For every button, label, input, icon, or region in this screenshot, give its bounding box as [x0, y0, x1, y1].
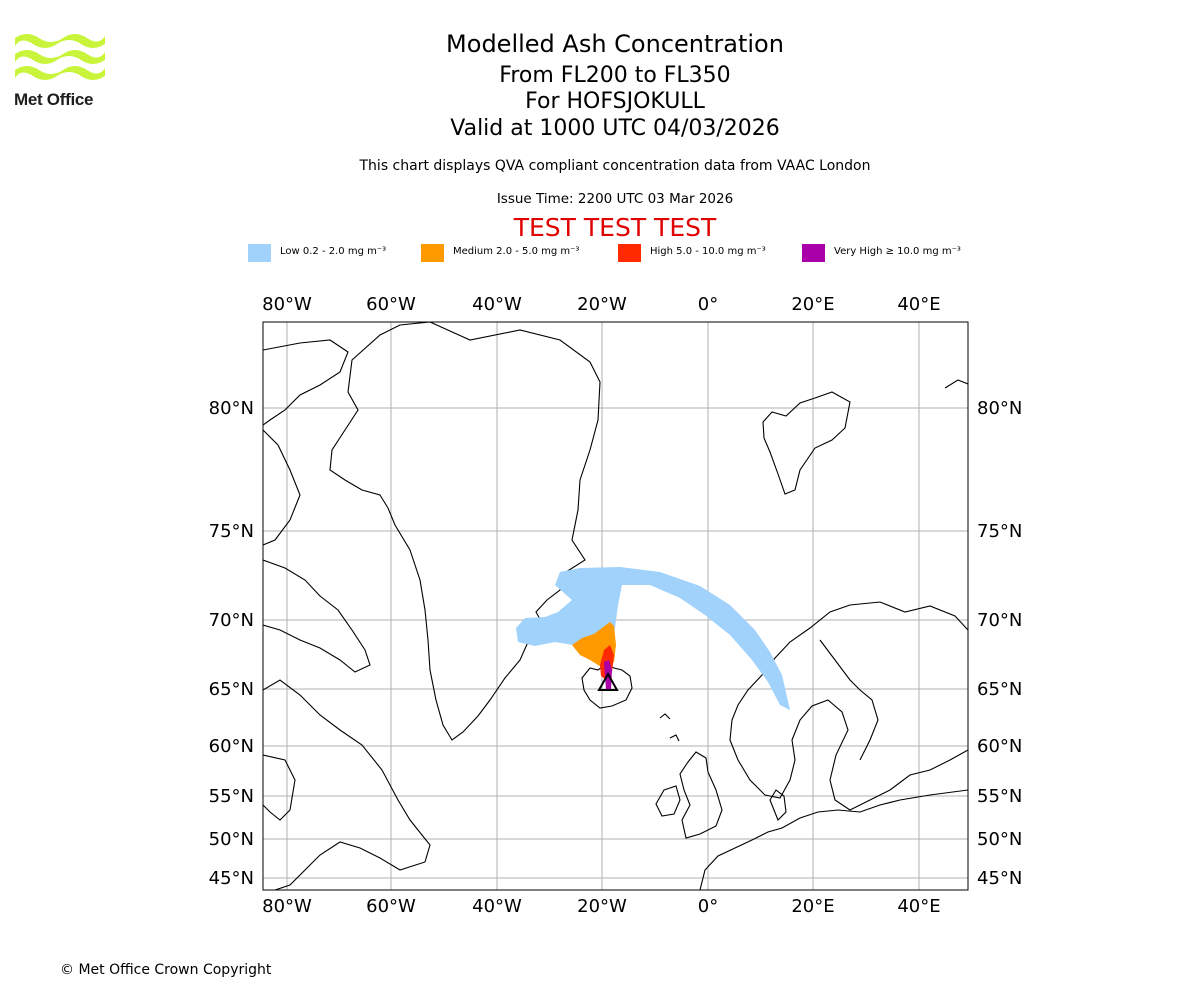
- legend-label-very-high: Very High ≥ 10.0 mg m⁻³: [834, 246, 961, 257]
- volcano-marker-icon: [597, 671, 619, 691]
- lon-labels-top: 80°W 60°W 40°W 20°W 0° 20°E 40°E: [262, 294, 940, 315]
- coastline-denmark: [769, 789, 787, 821]
- lat-label-left: 55°N: [209, 786, 254, 807]
- lat-label-right: 50°N: [977, 829, 1022, 850]
- legend-label-medium: Medium 2.0 - 5.0 mg m⁻³: [453, 246, 580, 257]
- issue-time: Issue Time: 2200 UTC 03 Mar 2026: [496, 191, 734, 207]
- lon-label-top: 60°W: [366, 294, 416, 315]
- met-office-logo: Met Office: [14, 30, 110, 112]
- lon-label-top: 80°W: [262, 294, 312, 315]
- lon-labels-bottom: 80°W 60°W 40°W 20°W 0° 20°E 40°E: [262, 896, 940, 917]
- lon-label-bottom: 40°E: [897, 896, 940, 917]
- flight-level-range: From FL200 to FL350: [499, 63, 731, 88]
- coastline-greenland: [329, 322, 601, 741]
- coastlines: [263, 322, 968, 890]
- coastline-norway: [729, 601, 968, 811]
- coastline-baffin-island: [263, 559, 371, 673]
- lat-label-right: 60°N: [977, 736, 1022, 757]
- ash-areas: [516, 567, 790, 710]
- lat-labels-left: 80°N 75°N 70°N 65°N 60°N 55°N 50°N 45°N: [209, 398, 254, 889]
- coastline-svalbard: [762, 391, 851, 495]
- coastline-great-britain: [679, 751, 723, 839]
- coastline-jan-mayen: [659, 713, 671, 720]
- lon-label-bottom: 40°W: [472, 896, 522, 917]
- lat-label-right: 45°N: [977, 868, 1022, 889]
- lon-label-bottom: 20°W: [577, 896, 627, 917]
- lat-label-left: 80°N: [209, 398, 254, 419]
- lon-label-top: 20°E: [791, 294, 834, 315]
- lat-label-right: 75°N: [977, 521, 1022, 542]
- coastline-ireland: [655, 785, 681, 817]
- lon-label-bottom: 60°W: [366, 896, 416, 917]
- lat-label-left: 50°N: [209, 829, 254, 850]
- lon-label-bottom: 0°: [698, 896, 718, 917]
- lat-label-right: 65°N: [977, 679, 1022, 700]
- coastline-canadian-arctic: [263, 429, 301, 546]
- coastline-iceland: [581, 663, 633, 709]
- valid-time: Valid at 1000 UTC 04/03/2026: [450, 116, 780, 141]
- coastline-franz-josef: [944, 379, 968, 389]
- compliance-note: This chart displays QVA compliant concen…: [359, 158, 871, 174]
- lon-label-top: 40°E: [897, 294, 940, 315]
- lon-label-top: 0°: [698, 294, 718, 315]
- coastline-gulf-of-bothnia: [819, 639, 879, 761]
- coastline-ellesmere: [263, 339, 349, 426]
- coastline-hudson-bay: [263, 754, 296, 821]
- lat-label-left: 45°N: [209, 868, 254, 889]
- coastline-faroes: [669, 734, 680, 742]
- coastline-labrador: [263, 679, 431, 890]
- chart-title: Modelled Ash Concentration: [446, 30, 784, 58]
- lat-labels-right: 80°N 75°N 70°N 65°N 60°N 55°N 50°N 45°N: [977, 398, 1022, 889]
- legend-swatch-high: [618, 244, 641, 262]
- lat-label-left: 75°N: [209, 521, 254, 542]
- met-office-waves-icon: [15, 34, 105, 80]
- lon-label-bottom: 80°W: [262, 896, 312, 917]
- lat-label-left: 65°N: [209, 679, 254, 700]
- legend-swatch-low: [248, 244, 271, 262]
- lat-label-right: 70°N: [977, 610, 1022, 631]
- lat-label-left: 70°N: [209, 610, 254, 631]
- ash-area-low: [516, 567, 790, 710]
- lat-label-left: 60°N: [209, 736, 254, 757]
- legend-swatch-very-high: [802, 244, 825, 262]
- legend-label-low: Low 0.2 - 2.0 mg m⁻³: [280, 246, 387, 257]
- coastline-europe: [699, 789, 968, 890]
- lat-label-right: 80°N: [977, 398, 1022, 419]
- gridlines: [263, 322, 968, 890]
- legend-label-high: High 5.0 - 10.0 mg m⁻³: [650, 246, 766, 257]
- lon-label-top: 40°W: [472, 294, 522, 315]
- legend-swatch-medium: [421, 244, 444, 262]
- lat-label-right: 55°N: [977, 786, 1022, 807]
- lon-label-bottom: 20°E: [791, 896, 834, 917]
- copyright-notice: © Met Office Crown Copyright: [60, 962, 272, 978]
- map-frame: [262, 321, 969, 891]
- volcano-name: For HOFSJOKULL: [525, 89, 705, 114]
- logo-text: Met Office: [14, 90, 94, 109]
- lon-label-top: 20°W: [577, 294, 627, 315]
- test-banner: TEST TEST TEST: [513, 213, 717, 242]
